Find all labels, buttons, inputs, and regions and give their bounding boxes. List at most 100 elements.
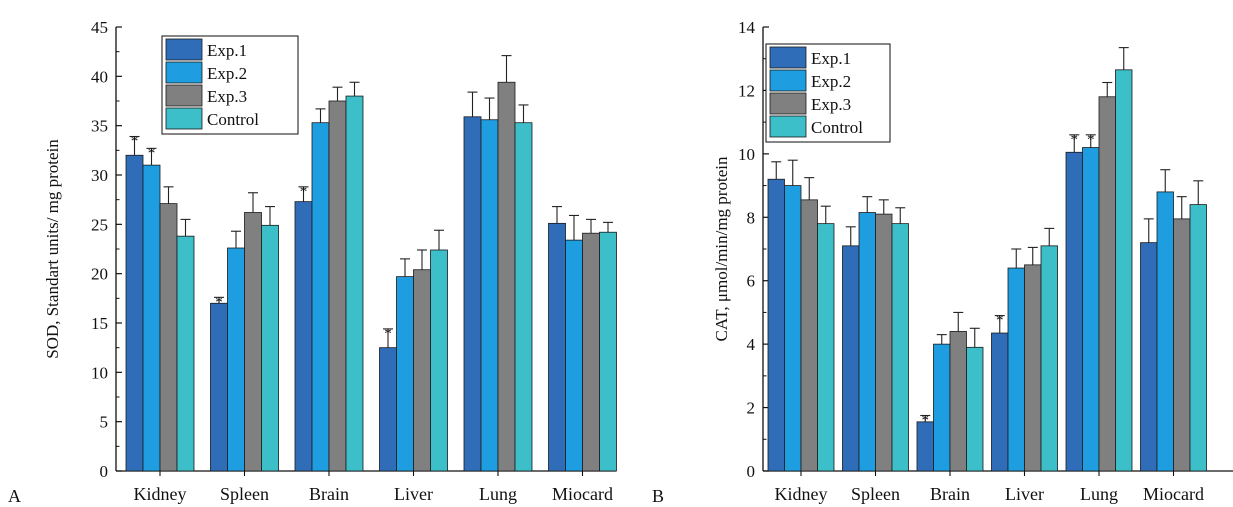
bar	[294, 201, 313, 472]
legend-swatch	[165, 107, 203, 130]
bar	[1082, 147, 1100, 472]
legend-swatch	[165, 84, 203, 107]
y-axis-label: CAT, μmol/min/mg protein	[712, 156, 731, 341]
significance-marker: *	[384, 326, 392, 342]
legend-label: Exp.1	[811, 49, 851, 68]
significance-marker: *	[996, 313, 1004, 329]
y-axis-label: SOD, Standart units/ mg protein	[43, 139, 62, 359]
bar	[1024, 264, 1042, 472]
y-tick-label: 14	[738, 18, 756, 37]
y-tick-label: 10	[738, 145, 755, 164]
bar	[916, 421, 934, 472]
bar	[430, 249, 448, 472]
bar	[345, 95, 364, 472]
y-tick-label: 30	[91, 166, 108, 185]
bar	[413, 269, 431, 472]
bar	[933, 343, 951, 472]
bar	[582, 232, 600, 472]
bar	[949, 331, 967, 472]
x-tick-label: Miocard	[1143, 484, 1204, 504]
x-tick-label: Lung	[479, 484, 517, 504]
y-tick-label: 0	[100, 462, 109, 481]
x-tick-label: Spleen	[220, 484, 269, 504]
x-tick-label: Spleen	[851, 484, 900, 504]
bar	[599, 231, 617, 472]
legend-label: Exp.1	[207, 41, 247, 60]
bar	[311, 122, 330, 472]
y-tick-label: 8	[747, 208, 756, 227]
x-tick-label: Kidney	[775, 484, 828, 504]
legend-label: Control	[207, 110, 259, 129]
bar	[548, 222, 566, 472]
bar	[784, 185, 802, 472]
y-tick-label: 45	[91, 18, 108, 37]
bar	[176, 235, 195, 472]
legend-label: Exp.2	[811, 72, 851, 91]
bar	[565, 239, 583, 472]
bar	[1098, 96, 1116, 472]
bar	[396, 276, 414, 472]
legend-swatch	[769, 115, 807, 138]
bar	[142, 164, 161, 472]
bar	[991, 332, 1009, 472]
bar	[966, 346, 984, 472]
x-tick-label: Brain	[930, 484, 970, 504]
significance-marker: *	[1071, 132, 1079, 148]
bar	[1156, 191, 1174, 472]
bar	[210, 302, 228, 472]
bar	[480, 119, 499, 472]
x-tick-label: Miocard	[552, 484, 613, 504]
y-tick-label: 20	[91, 265, 108, 284]
bar	[514, 122, 533, 472]
legend-label: Control	[811, 118, 863, 137]
y-tick-label: 10	[91, 363, 108, 382]
x-tick-label: Brain	[309, 484, 349, 504]
y-tick-label: 6	[747, 272, 756, 291]
bar	[1065, 151, 1083, 472]
bar	[858, 212, 876, 472]
x-tick-label: Liver	[394, 484, 433, 504]
bar	[244, 212, 262, 472]
y-tick-label: 40	[91, 67, 108, 86]
bar	[497, 81, 516, 472]
y-tick-label: 0	[747, 462, 756, 481]
significance-marker: *	[215, 294, 223, 310]
bar	[1115, 69, 1133, 472]
bar	[1140, 242, 1158, 472]
panel-label: A	[8, 486, 21, 506]
bar	[800, 199, 818, 472]
bar	[328, 100, 347, 472]
legend-swatch	[165, 61, 203, 84]
bar	[1007, 267, 1025, 472]
legend-swatch	[769, 69, 807, 92]
legend-swatch	[769, 92, 807, 115]
y-tick-label: 35	[91, 117, 108, 136]
bar	[159, 203, 178, 472]
bar	[842, 245, 860, 472]
y-tick-label: 15	[91, 314, 108, 333]
legend: Exp.1 Exp.2 Exp.3 Control	[161, 35, 299, 135]
legend-swatch	[769, 46, 807, 69]
bar	[891, 223, 909, 472]
legend-swatch	[165, 38, 203, 61]
y-tick-label: 2	[747, 399, 756, 418]
bar	[1173, 218, 1191, 472]
bar	[463, 116, 482, 472]
chart-sod: 0 5 10 15 20 25 30 35 40 45 SOD, Standart units/ m…	[8, 18, 617, 506]
bar	[227, 247, 245, 472]
bar	[875, 213, 893, 472]
y-tick-label: 5	[100, 413, 109, 432]
y-tick-label: 12	[738, 81, 755, 100]
x-tick-label: Lung	[1080, 484, 1118, 504]
significance-marker: *	[131, 134, 139, 150]
chart-cat: 0 2 4 6 8 10 12 14 CAT, μmol/min/mg protein Kidne…	[652, 18, 1233, 506]
panel-label: B	[652, 486, 664, 506]
legend-label: Exp.2	[207, 64, 247, 83]
bar	[379, 347, 397, 472]
significance-marker: *	[922, 413, 930, 429]
y-tick-label: 25	[91, 215, 108, 234]
x-tick-label: Liver	[1005, 484, 1044, 504]
bar	[767, 178, 785, 472]
bar	[261, 224, 279, 472]
legend-label: Exp.3	[811, 95, 851, 114]
